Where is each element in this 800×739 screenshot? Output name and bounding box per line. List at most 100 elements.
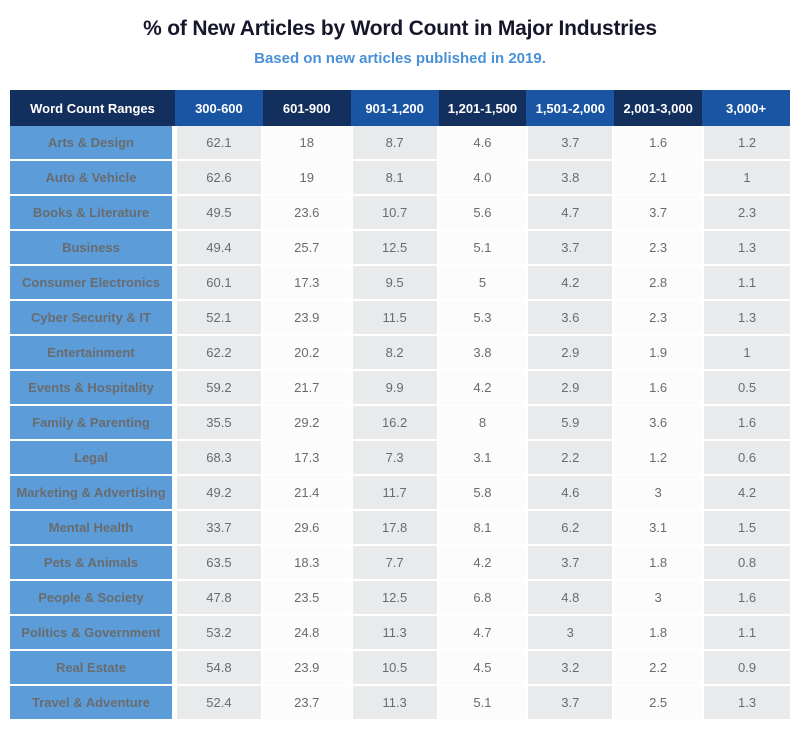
table-cell: 21.4 [262, 476, 351, 511]
table-cell: 4.2 [438, 371, 527, 406]
table-cell: 49.4 [175, 231, 263, 266]
table-row: Arts & Design 62.1 18 8.7 4.6 3.7 1.6 1.2 [10, 126, 790, 161]
table-cell: 23.9 [262, 301, 351, 336]
table-cell: 10.5 [350, 651, 439, 686]
table-cell: 3.1 [614, 511, 703, 546]
row-label: Events & Hospitality [10, 371, 175, 406]
table-cell: 12.5 [350, 581, 439, 616]
table-cell: 25.7 [262, 231, 351, 266]
table-cell: 2.3 [614, 301, 703, 336]
row-label: Pets & Animals [10, 546, 175, 581]
table-cell: 3.7 [526, 686, 615, 721]
table-cell: 20.2 [262, 336, 351, 371]
table-cell: 18.3 [262, 546, 351, 581]
table-cell: 49.5 [175, 196, 263, 231]
table-cell: 4.8 [526, 581, 615, 616]
table-row: Legal 68.3 17.3 7.3 3.1 2.2 1.2 0.6 [10, 441, 790, 476]
table-header-row: Word Count Ranges 300-600 601-900 901-1,200… [10, 90, 790, 126]
table-cell: 1.6 [614, 371, 703, 406]
table-cell: 62.1 [175, 126, 263, 161]
table-cell: 35.5 [175, 406, 263, 441]
table-cell: 17.3 [262, 266, 351, 301]
table-cell: 8.1 [350, 161, 439, 196]
table-cell: 17.8 [350, 511, 439, 546]
table-cell: 2.9 [526, 371, 615, 406]
table-cell: 5 [438, 266, 527, 301]
table-cell: 1.2 [614, 441, 703, 476]
table-cell: 2.2 [526, 441, 615, 476]
row-label: Legal [10, 441, 175, 476]
word-count-table: Word Count Ranges 300-600 601-900 901-1,200… [10, 90, 790, 721]
row-label: Auto & Vehicle [10, 161, 175, 196]
row-label: Politics & Government [10, 616, 175, 651]
table-cell: 4.2 [526, 266, 615, 301]
table-header: Word Count Ranges 300-600 601-900 901-1,200… [10, 90, 790, 126]
table-cell: 4.7 [526, 196, 615, 231]
table-cell: 60.1 [175, 266, 263, 301]
table-cell: 1.3 [702, 231, 790, 266]
table-row: Mental Health 33.7 29.6 17.8 8.1 6.2 3.1 1.5 [10, 511, 790, 546]
row-label: Marketing & Advertising [10, 476, 175, 511]
table-cell: 59.2 [175, 371, 263, 406]
row-label: People & Society [10, 581, 175, 616]
table-cell: 8.1 [438, 511, 527, 546]
table-cell: 23.7 [262, 686, 351, 721]
table-row: Books & Literature 49.5 23.6 10.7 5.6 4.7 3.7 2… [10, 196, 790, 231]
table-row: Auto & Vehicle 62.6 19 8.1 4.0 3.8 2.1 1 [10, 161, 790, 196]
table-cell: 4.0 [438, 161, 527, 196]
col-header-range-1: 300-600 [175, 90, 263, 126]
row-label: Entertainment [10, 336, 175, 371]
table-cell: 1.8 [614, 616, 703, 651]
table-cell: 4.2 [438, 546, 527, 581]
table-cell: 8.7 [350, 126, 439, 161]
table-cell: 8.2 [350, 336, 439, 371]
col-header-range-3: 901-1,200 [350, 90, 439, 126]
table-cell: 1.1 [702, 616, 790, 651]
table-cell: 62.2 [175, 336, 263, 371]
table-cell: 1.6 [702, 406, 790, 441]
table-cell: 17.3 [262, 441, 351, 476]
table-row: Events & Hospitality 59.2 21.7 9.9 4.2 2.9 1.6… [10, 371, 790, 406]
table-cell: 11.5 [350, 301, 439, 336]
col-header-range-7: 3,000+ [702, 90, 790, 126]
table-cell: 10.7 [350, 196, 439, 231]
table-cell: 4.6 [438, 126, 527, 161]
table-cell: 2.3 [702, 196, 790, 231]
table-cell: 3.7 [526, 546, 615, 581]
table-row: Consumer Electronics 60.1 17.3 9.5 5 4.2 2.8 1.… [10, 266, 790, 301]
table-cell: 2.2 [614, 651, 703, 686]
table-cell: 23.9 [262, 651, 351, 686]
table-cell: 52.1 [175, 301, 263, 336]
table-cell: 3 [614, 581, 703, 616]
table-row: Family & Parenting 35.5 29.2 16.2 8 5.9 3.6 1.6 [10, 406, 790, 441]
table-cell: 1.9 [614, 336, 703, 371]
row-label: Cyber Security & IT [10, 301, 175, 336]
table-body: Arts & Design 62.1 18 8.7 4.6 3.7 1.6 1.2 Auto &… [10, 126, 790, 721]
table-cell: 3.2 [526, 651, 615, 686]
row-label: Consumer Electronics [10, 266, 175, 301]
table-cell: 5.8 [438, 476, 527, 511]
table-cell: 2.1 [614, 161, 703, 196]
page-subtitle: Based on new articles published in 2019. [254, 50, 546, 67]
table-cell: 3.6 [614, 406, 703, 441]
table-cell: 33.7 [175, 511, 263, 546]
page-title: % of New Articles by Word Count in Major… [143, 17, 657, 40]
table-cell: 7.7 [350, 546, 439, 581]
table-cell: 0.8 [702, 546, 790, 581]
table-cell: 0.5 [702, 371, 790, 406]
table-cell: 4.7 [438, 616, 527, 651]
table-cell: 49.2 [175, 476, 263, 511]
table-row: Business 49.4 25.7 12.5 5.1 3.7 2.3 1.3 [10, 231, 790, 266]
table-cell: 11.3 [350, 616, 439, 651]
table-cell: 1.1 [702, 266, 790, 301]
table-cell: 29.6 [262, 511, 351, 546]
table-cell: 2.3 [614, 231, 703, 266]
table-cell: 3 [614, 476, 703, 511]
table-cell: 62.6 [175, 161, 263, 196]
row-label: Business [10, 231, 175, 266]
row-label: Travel & Adventure [10, 686, 175, 721]
table-cell: 52.4 [175, 686, 263, 721]
table-cell: 4.2 [702, 476, 790, 511]
table-cell: 19 [262, 161, 351, 196]
